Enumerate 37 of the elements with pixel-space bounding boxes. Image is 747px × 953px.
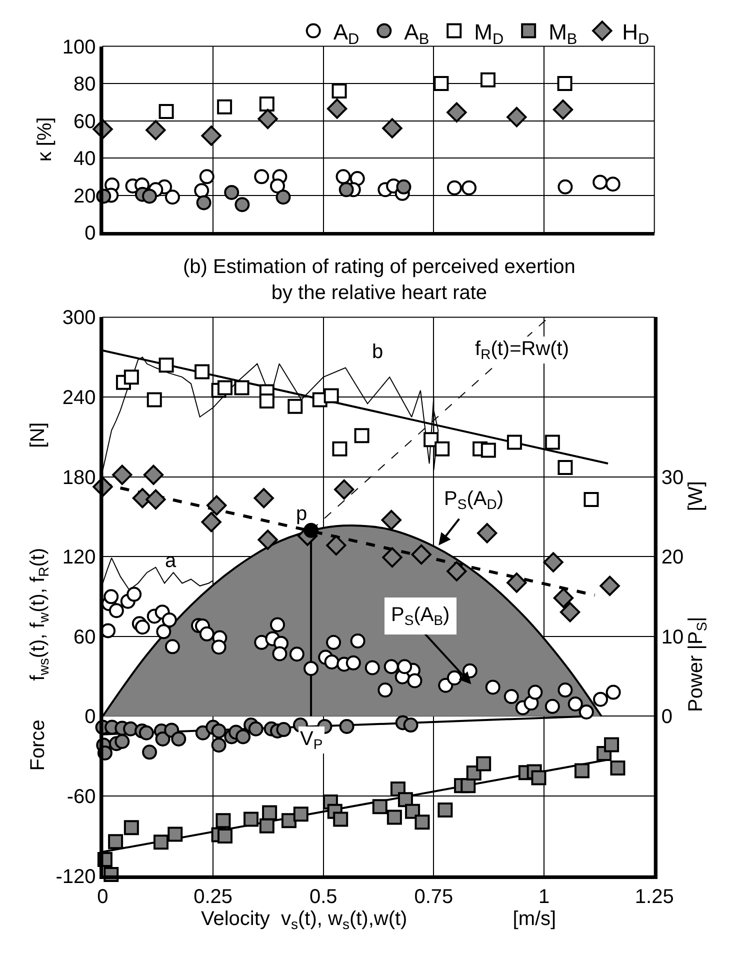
y-tick-label: 0 [84,222,96,245]
y-axis-title: κ [%] [34,117,56,162]
y2-tick-label: 30 [661,466,684,489]
y-tick-label: -60 [66,786,96,808]
annotation: f$_{R}$(t)=Rw(t) [475,338,570,362]
y-tick-label: 60 [74,110,96,133]
y-tick-label: 20 [74,185,96,208]
y-tick-label: 300 [62,307,96,330]
annotation: p [296,503,308,525]
legend-label: A$_{D}$ [333,19,360,48]
x-tick-label: 0.5 [309,886,338,908]
y-tick-label: 120 [62,546,96,569]
y-tick-label: 0 [84,706,96,728]
y-tick-label: 60 [74,626,96,648]
text: M$_{B}$ [548,19,578,48]
legend-label: H$_{D}$ [622,19,650,48]
x-tick-label: 0.75 [414,886,454,908]
y2-tick-label: 10 [661,626,684,648]
y-tick-label: -120 [56,866,96,888]
y2-tick-label: 20 [661,546,684,569]
annotation: P$_{S}$(A$_{D}$) [444,488,504,512]
y-tick-label: 40 [74,148,96,170]
annotation: V$_{P}$ [300,728,323,752]
legend-label: A$_{B}$ [404,19,430,48]
annotation: b [372,341,384,363]
y-tick-label: 240 [62,387,96,410]
y-tick-label: 100 [62,36,96,58]
x-tick-label: 1.25 [634,886,674,908]
x-tick-label: 0.25 [194,886,233,908]
chart-title: (b) Estimation of rating of perceived exertion by the relative heart rate [183,256,576,304]
x-axis-title: Velocity v$_{s}$(t), w$_{s}$(t),w(t) [m/s] [200,908,556,932]
y-tick-label: 180 [62,466,96,489]
y2-tick-label: 0 [661,706,672,728]
x-tick-label: 1 [538,886,550,908]
legend-label: M$_{D}$ [474,19,504,48]
annotation: P$_{S}$(A$_{B}$) [391,604,450,628]
y-tick-label: 80 [74,74,96,96]
